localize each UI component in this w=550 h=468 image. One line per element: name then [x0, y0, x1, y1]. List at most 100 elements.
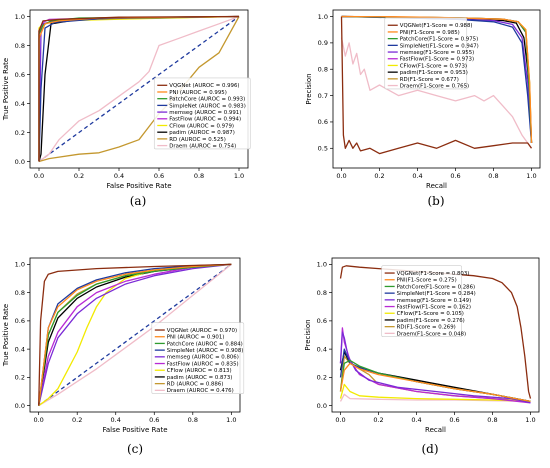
x-tick-label: 1.0 — [525, 416, 535, 424]
x-tick-label: 0.2 — [74, 172, 84, 180]
legend-entry: memseg (AUROC = 0.991) — [169, 110, 241, 116]
y-tick-label: 0.6 — [15, 317, 25, 325]
y-tick-label: 0.8 — [318, 66, 328, 74]
legend-entry: VQGNet (AUROC = 0.970) — [167, 328, 237, 334]
y-tick-label: 0.0 — [317, 402, 327, 410]
series-line-cflow — [339, 383, 531, 403]
legend-box — [153, 77, 251, 150]
legend-box — [381, 265, 462, 338]
legend-entry: CFlow (AUROC = 0.813) — [167, 368, 232, 374]
legend-b: VQGNet(F1-Score = 0.988)PNI(F1-Score = 0… — [384, 17, 479, 89]
x-tick-label: 0.4 — [411, 416, 421, 424]
x-tick-label: 0.6 — [450, 172, 460, 180]
legend-entry: FastFlow(F1-Score = 0.973) — [400, 57, 474, 63]
plot-area-c — [38, 263, 232, 407]
y-tick-label: 1.0 — [317, 261, 327, 269]
x-tick-label: 1.0 — [226, 416, 236, 424]
series-line-draem — [38, 15, 240, 163]
y-tick-label: 1.0 — [318, 13, 328, 21]
x-tick-label: 0.8 — [487, 416, 497, 424]
legend-a: VQGNet (AUROC = 0.996)PNI (AUROC = 0.995… — [153, 77, 251, 150]
legend-box — [151, 322, 245, 394]
legend-entry: padim(F1-Score = 0.953) — [400, 70, 468, 76]
plot-frame-b — [332, 9, 541, 169]
y-tick-label: 0.6 — [15, 71, 25, 79]
y-tick-label: 0.4 — [15, 100, 25, 108]
legend-entry: PatchCore (AUROC = 0.993) — [169, 97, 245, 103]
y-tick-label: 0.5 — [318, 145, 328, 153]
y-tick-label: 1.0 — [15, 13, 25, 21]
legend-entry: RD(F1-Score = 0.269) — [397, 325, 456, 331]
legend-entry: VQGNet (AUROC = 0.996) — [169, 83, 239, 89]
plot-area-a — [38, 15, 240, 163]
legend-entry: PNI(F1-Score = 0.985) — [400, 30, 460, 36]
y-tick-label: 0.8 — [317, 289, 327, 297]
legend-entry: FastFlow(F1-Score = 0.162) — [397, 304, 471, 310]
y-tick-label: 0.9 — [318, 39, 328, 47]
series-line-vqgnet — [38, 15, 240, 162]
legend-entry: CFlow(F1-Score = 0.105) — [397, 311, 464, 317]
series-line-vqgnet — [340, 16, 533, 155]
legend-entry: RD (AUROC = 0.886) — [167, 382, 224, 388]
x-tick-label: 0.8 — [188, 416, 198, 424]
legend-entry: PatchCore (AUROC = 0.884) — [167, 341, 243, 347]
x-tick-label: 1.0 — [526, 172, 536, 180]
x-tick-label: 0.8 — [488, 172, 498, 180]
x-tick-label: 0.4 — [114, 172, 124, 180]
panel-label: (c) — [127, 442, 143, 456]
legend-entry: SimpleNet(F1-Score = 0.284) — [397, 291, 476, 297]
panel-label: (a) — [130, 194, 147, 208]
legend-d: VQGNet(F1-Score = 0.803)PNI(F1-Score = 0… — [381, 265, 476, 338]
legend-entry: FastFlow (AUROC = 0.835) — [167, 361, 239, 367]
legend-entry: SimpleNet (AUROC = 0.983) — [169, 103, 246, 109]
y-tick-label: 1.0 — [15, 261, 25, 269]
legend-entry: FastFlow (AUROC = 0.994) — [169, 117, 241, 123]
legend-c: VQGNet (AUROC = 0.970)PNI (AUROC = 0.901… — [151, 322, 245, 394]
y-tick-label: 0.4 — [15, 345, 25, 353]
legend-entry: memseg (AUROC = 0.806) — [167, 355, 239, 361]
series-line-rd — [38, 16, 240, 163]
y-tick-label: 0.8 — [15, 289, 25, 297]
legend-entry: CFlow (AUROC = 0.979) — [169, 123, 234, 129]
series-line-draem — [339, 393, 531, 403]
y-tick-label: 0.2 — [317, 374, 327, 382]
y-tick-label: 0.2 — [15, 374, 25, 382]
series-line-memseg — [38, 263, 232, 406]
x-tick-label: 0.6 — [154, 172, 164, 180]
y-tick-label: 0.6 — [318, 118, 328, 126]
series-line-pni — [341, 15, 533, 144]
x-tick-label: 1.0 — [234, 172, 244, 180]
x-axis-label: False Positive Rate — [102, 426, 167, 434]
x-axis-label: Recall — [426, 182, 447, 190]
panel-a: 0.0 0.2 0.4 0.6 0.8 1.0 0.0 0.2 0.4 0.6 0.8 1.0 Fals… — [2, 9, 251, 208]
y-axis-label: Precision — [304, 319, 312, 350]
panel-c: 0.0 0.2 0.4 0.6 0.8 1.0 0.0 0.2 0.4 0.6 0.8 1.0 Fals… — [2, 257, 245, 456]
legend-entry: Draem (AUROC = 0.476) — [167, 388, 234, 394]
x-tick-label: 0.2 — [373, 416, 383, 424]
legend-entry: Draem (AUROC = 0.754) — [169, 143, 236, 149]
y-tick-label: 0.8 — [15, 42, 25, 50]
y-axis-label: True Positive Rate — [2, 58, 10, 121]
plot-area-d — [339, 265, 532, 404]
x-tick-label: 0.2 — [72, 416, 82, 424]
x-tick-label: 0.6 — [149, 416, 159, 424]
series-line-patchcore — [339, 359, 531, 403]
panel-d: 0.0 0.2 0.4 0.6 0.8 1.0 0.0 0.2 0.4 0.6 0.8 1.0 Reca… — [304, 257, 540, 456]
x-tick-label: 0.8 — [194, 172, 204, 180]
panel-label: (d) — [421, 442, 438, 456]
series-line-pni — [38, 263, 232, 406]
legend-entry: PNI(F1-Score = 0.275) — [397, 278, 457, 284]
legend-entry: VQGNet(F1-Score = 0.803) — [397, 271, 470, 277]
x-tick-label: 0.2 — [374, 172, 384, 180]
series-line-draem — [340, 37, 533, 149]
legend-entry: PNI (AUROC = 0.995) — [169, 90, 227, 96]
legend-entry: memseg(F1-Score = 0.955) — [400, 50, 475, 56]
series-line-draem — [38, 263, 232, 407]
legend-entry: CFlow(F1-Score = 0.973) — [400, 63, 467, 69]
legend-entry: Draem(F1-Score = 0.765) — [400, 83, 469, 89]
series-line-fastflow — [38, 263, 232, 406]
chance-diagonal — [38, 15, 240, 163]
y-tick-label: 0.6 — [317, 317, 327, 325]
series-line-pni — [339, 362, 531, 403]
legend-entry: RD(F1-Score = 0.677) — [400, 77, 459, 83]
